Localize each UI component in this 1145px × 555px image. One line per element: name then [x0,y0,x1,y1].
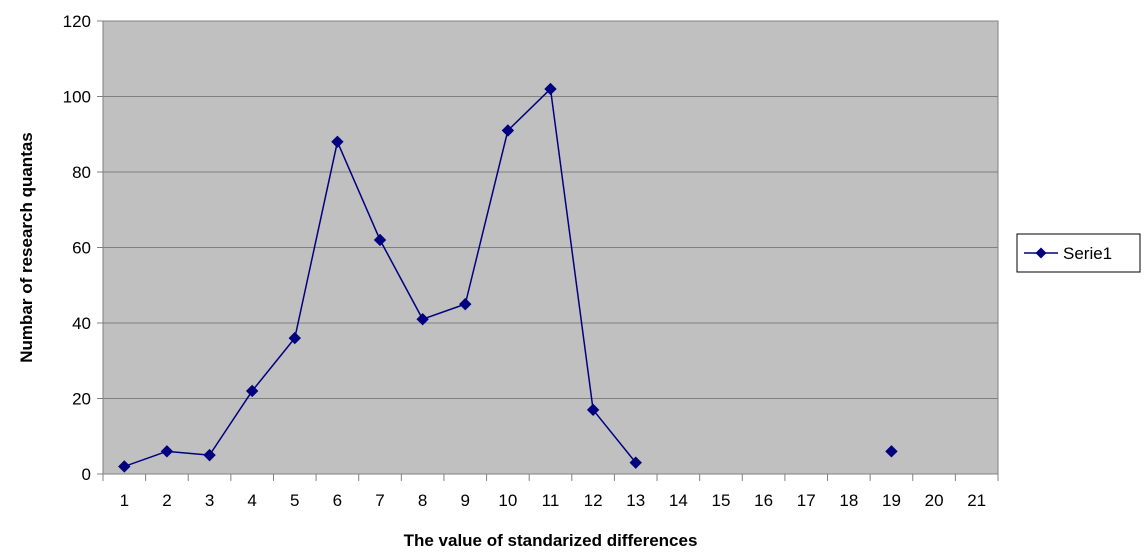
y-tick-label-0: 0 [82,465,91,484]
data-point-6 [331,135,344,149]
y-tick-label-20: 20 [72,390,91,409]
series-segment-7-8 [379,239,424,320]
x-tick-label-7: 7 [375,491,384,510]
data-point-7 [373,233,387,247]
x-tick-label-18: 18 [839,491,858,510]
data-point-2 [160,445,174,458]
data-point-1 [118,460,131,473]
y-tick-label-60: 60 [72,239,91,258]
x-tick-label-3: 3 [205,491,214,510]
x-tick-label-9: 9 [461,491,470,510]
x-axis-title: The value of standarized differences [404,531,698,550]
x-tick-label-20: 20 [925,491,944,510]
legend: Serie1 [1016,233,1141,273]
series-segment-2-3 [166,450,210,456]
data-point-11 [544,82,557,96]
series-segment-5-6 [294,141,339,339]
series-segment-9-10 [464,130,509,305]
x-tick-label-12: 12 [584,491,603,510]
data-point-8 [416,313,429,326]
data-point-19 [885,445,898,458]
data-point-4 [245,384,259,398]
x-tick-label-2: 2 [162,491,171,510]
legend-label-serie1: Serie1 [1063,244,1112,263]
x-tick-label-8: 8 [418,491,427,510]
series-segment-3-4 [208,390,253,456]
y-tick-label-40: 40 [72,314,91,333]
series-segment-8-9 [422,303,466,320]
x-axis-ticks: 1 2 3 4 5 6 7 8 9 10 11 12 13 14 15 16 17 18 19 20 21 [102,474,999,510]
x-tick-label-13: 13 [626,491,645,510]
y-axis-title: Numbar of research quantas [17,132,36,363]
series-segment-6-7 [336,141,381,241]
x-tick-label-6: 6 [333,491,342,510]
x-tick-label-15: 15 [712,491,731,510]
x-tick-label-16: 16 [754,491,773,510]
y-axis-ticks: 0 20 40 60 80 100 120 [63,12,103,484]
data-point-10 [501,124,515,137]
series-segment-10-11 [507,88,552,132]
x-tick-label-19: 19 [882,491,901,510]
series-segment-4-5 [251,337,296,392]
series-segment-1-2 [124,450,168,468]
series-segment-11-12 [549,88,594,410]
y-tick-label-100: 100 [63,88,91,107]
data-point-9 [459,297,472,311]
y-tick-label-120: 120 [63,12,91,31]
data-point-13 [629,456,642,469]
x-tick-label-1: 1 [120,491,129,510]
series-segment-12-13 [592,409,637,464]
legend-diamond-icon [1035,247,1047,259]
data-point-3 [203,448,216,462]
x-tick-label-5: 5 [290,491,299,510]
x-tick-label-14: 14 [669,491,688,510]
data-point-12 [586,403,600,417]
data-point-5 [288,331,301,345]
x-tick-label-21: 21 [967,491,986,510]
plot-area [102,20,999,475]
x-tick-label-4: 4 [247,491,256,510]
x-tick-label-17: 17 [797,491,816,510]
x-tick-label-10: 10 [498,491,517,510]
series-serie1 [118,82,898,473]
y-tick-label-80: 80 [72,163,91,182]
x-tick-label-11: 11 [542,491,560,510]
